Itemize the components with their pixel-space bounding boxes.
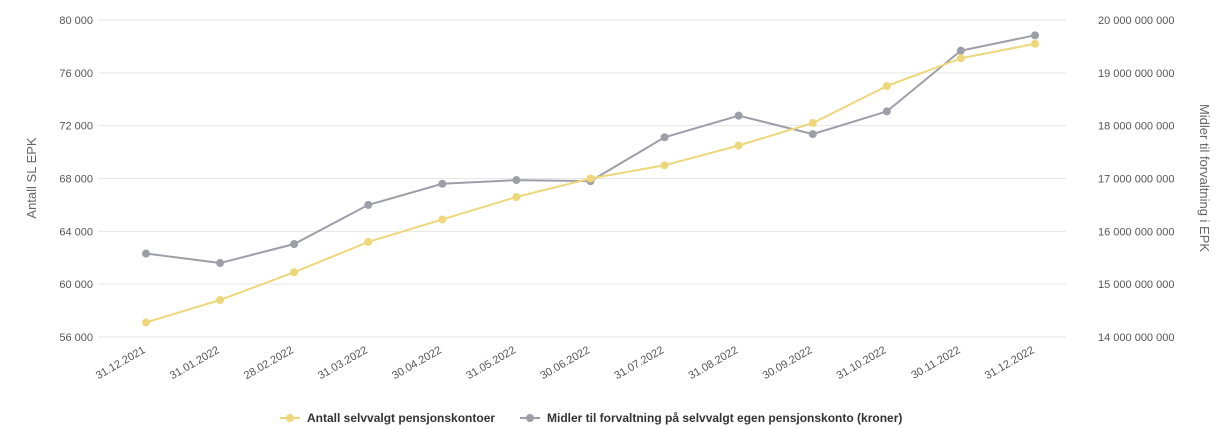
right-tick-label: 16 000 000 000: [1098, 226, 1174, 238]
data-point-0-9[interactable]: [808, 119, 817, 128]
right-axis-title: Midler til forvaltning i EPK: [1197, 104, 1212, 252]
legend-item-0[interactable]: Antall selvvalgt pensjonskontoer: [280, 411, 495, 425]
right-tick-label: 17 000 000 000: [1098, 174, 1174, 186]
x-tick-label: 31.07.2022: [612, 344, 666, 382]
x-tick-label: 30.09.2022: [761, 344, 815, 382]
data-point-1-3[interactable]: [364, 200, 373, 209]
data-point-0-7[interactable]: [660, 161, 669, 170]
data-point-1-0[interactable]: [142, 249, 150, 258]
data-point-1-8[interactable]: [734, 111, 743, 120]
x-tick-label: 30.06.2022: [538, 344, 592, 382]
data-point-0-2[interactable]: [290, 268, 299, 277]
x-tick-label: 31.05.2022: [464, 344, 518, 382]
x-tick-label: 31.10.2022: [835, 344, 889, 382]
data-point-0-10[interactable]: [882, 82, 891, 91]
data-point-1-9[interactable]: [808, 130, 817, 139]
x-tick-label: 31.01.2022: [168, 344, 222, 382]
data-point-0-8[interactable]: [734, 141, 743, 150]
data-point-1-1[interactable]: [216, 259, 225, 268]
x-tick-label: 31.12.2021: [94, 344, 148, 382]
left-tick-label: 76 000: [59, 68, 93, 80]
data-point-1-7[interactable]: [660, 133, 669, 142]
x-tick-label: 31.08.2022: [686, 344, 740, 382]
left-tick-label: 60 000: [59, 279, 93, 291]
series-line-1: [145, 34, 1036, 265]
gridlines: [98, 19, 1066, 338]
x-tick-label: 30.11.2022: [909, 344, 962, 382]
right-tick-label: 18 000 000 000: [1098, 121, 1174, 133]
data-point-0-11[interactable]: [956, 54, 965, 63]
x-axis: 31.12.2021 31.01.2022 28.02.2022 31.03.2022…: [94, 344, 1037, 382]
right-tick-label: 19 000 000 000: [1098, 68, 1174, 80]
left-tick-label: 68 000: [59, 174, 93, 186]
data-point-0-12[interactable]: [1031, 39, 1039, 48]
left-tick-label: 72 000: [59, 121, 93, 133]
right-tick-label: 20 000 000 000: [1098, 15, 1174, 27]
data-point-0-5[interactable]: [512, 192, 521, 201]
left-tick-label: 64 000: [59, 226, 93, 238]
right-tick-label: 15 000 000 000: [1098, 279, 1174, 291]
data-point-1-11[interactable]: [956, 46, 965, 55]
right-y-axis: 14 000 000 000 15 000 000 000 16 000 000 0…: [1098, 15, 1174, 344]
data-point-0-3[interactable]: [364, 237, 373, 246]
x-tick-label: 31.03.2022: [316, 344, 370, 382]
legend-label-1: Midler til forvaltning på selvvalgt egen…: [547, 411, 902, 425]
data-point-1-12[interactable]: [1031, 31, 1039, 40]
x-tick-label: 28.02.2022: [242, 344, 296, 382]
data-point-0-4[interactable]: [438, 215, 447, 224]
data-point-0-6[interactable]: [586, 174, 595, 183]
left-axis-title: Antall SL EPK: [24, 137, 39, 219]
data-point-1-4[interactable]: [438, 179, 447, 188]
legend: Antall selvvalgt pensjonskontoer Midler …: [280, 411, 902, 425]
data-point-1-2[interactable]: [290, 240, 299, 249]
data-point-1-5[interactable]: [512, 176, 521, 185]
x-tick-label: 31.12.2022: [983, 344, 1037, 382]
left-tick-label: 56 000: [59, 332, 93, 344]
left-y-axis: 56 000 60 000 64 000 68 000 72 000 76 000 80 0…: [59, 15, 93, 344]
right-tick-label: 14 000 000 000: [1098, 332, 1174, 344]
left-tick-label: 80 000: [59, 15, 93, 27]
legend-item-1[interactable]: Midler til forvaltning på selvvalgt egen…: [520, 411, 902, 425]
data-point-1-10[interactable]: [882, 107, 891, 116]
x-tick-label: 30.04.2022: [390, 344, 444, 382]
series-layer: [142, 31, 1039, 327]
data-point-0-1[interactable]: [216, 296, 225, 305]
data-point-0-0[interactable]: [142, 318, 150, 327]
legend-label-0: Antall selvvalgt pensjonskontoer: [307, 411, 495, 425]
